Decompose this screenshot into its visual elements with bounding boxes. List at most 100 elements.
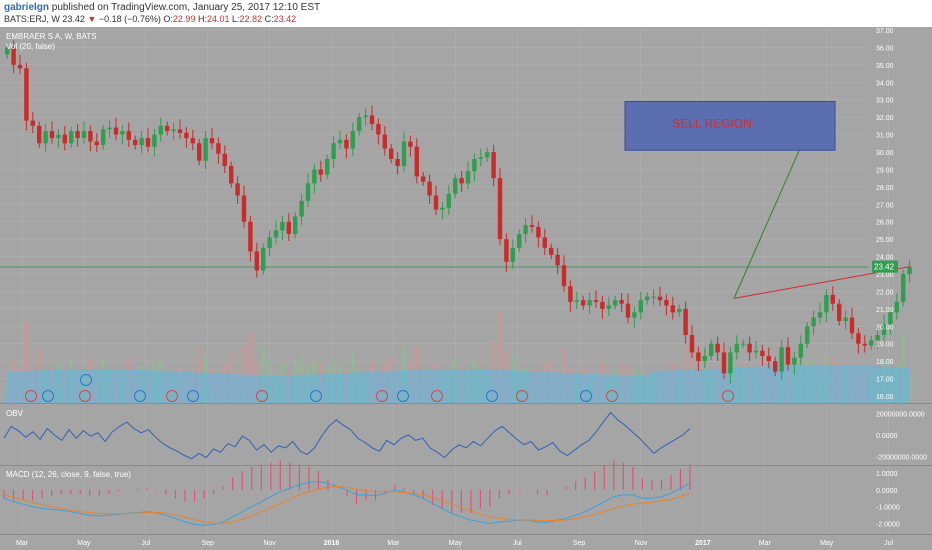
candle-body bbox=[830, 294, 835, 304]
candle bbox=[184, 127, 189, 148]
time-tick-label: Jul bbox=[513, 540, 522, 547]
candle bbox=[350, 122, 355, 156]
event-marker[interactable] bbox=[134, 390, 146, 402]
candle bbox=[907, 259, 912, 283]
event-marker[interactable] bbox=[376, 390, 388, 402]
candle bbox=[389, 144, 394, 164]
candle-body bbox=[37, 125, 42, 144]
event-marker[interactable] bbox=[42, 390, 54, 402]
candle bbox=[69, 126, 74, 148]
candle bbox=[5, 43, 10, 59]
price-tick-label: 31.00 bbox=[876, 133, 894, 140]
time-axis[interactable]: Mar May Jul Sep Nov 2016 Mar May Jul Sep Nov 2017 Ma… bbox=[16, 540, 894, 547]
event-marker[interactable] bbox=[486, 390, 498, 402]
candle bbox=[504, 233, 509, 272]
candle bbox=[472, 153, 477, 182]
candle-body bbox=[158, 125, 163, 135]
candle bbox=[216, 137, 221, 164]
obv-tick-label: -20000000.0000 bbox=[876, 455, 927, 462]
price-tick-label: 29.00 bbox=[876, 167, 894, 174]
candle bbox=[94, 133, 99, 153]
event-markers[interactable] bbox=[25, 374, 734, 402]
event-circle-icon bbox=[42, 390, 54, 402]
candle bbox=[139, 130, 144, 154]
event-marker[interactable] bbox=[187, 390, 199, 402]
candle-body bbox=[222, 153, 227, 166]
candle-body bbox=[529, 225, 535, 227]
candle bbox=[677, 304, 682, 317]
chart-canvas[interactable]: SELL REGION 37.00 36.00 35.00 34.00 33.00 32.… bbox=[0, 27, 932, 550]
event-marker[interactable] bbox=[722, 390, 734, 402]
price-tick-label: 17.00 bbox=[876, 377, 894, 384]
candle bbox=[376, 118, 381, 145]
event-marker[interactable] bbox=[580, 390, 592, 402]
candle bbox=[280, 215, 285, 241]
price-tick-label: 16.00 bbox=[876, 394, 894, 401]
candle-body bbox=[619, 300, 624, 304]
candle bbox=[664, 294, 669, 316]
candle bbox=[363, 108, 368, 126]
candle-body bbox=[459, 178, 464, 184]
price-tick-label: 19.00 bbox=[876, 342, 894, 349]
event-circle-icon bbox=[310, 390, 322, 402]
candle bbox=[657, 286, 663, 306]
candle-body bbox=[184, 132, 189, 139]
obv-tick-label: 0.0000 bbox=[876, 433, 898, 440]
event-circle-icon bbox=[80, 374, 92, 386]
candle-body bbox=[133, 139, 138, 146]
candle bbox=[241, 185, 247, 228]
price-axis[interactable]: 37.00 36.00 35.00 34.00 33.00 32.00 31.00 30.00… bbox=[876, 28, 894, 401]
time-tick-label: Sep bbox=[573, 540, 586, 547]
candle-body bbox=[593, 300, 599, 302]
event-circle-icon bbox=[256, 390, 268, 402]
candle-body bbox=[209, 138, 215, 144]
candle-body bbox=[427, 181, 432, 196]
candle bbox=[613, 295, 618, 310]
candle-body bbox=[651, 296, 656, 298]
price-tick-label: 28.00 bbox=[876, 185, 894, 192]
event-marker[interactable] bbox=[516, 390, 528, 402]
grid bbox=[0, 27, 889, 534]
candle-body bbox=[49, 131, 55, 139]
candle-body bbox=[798, 343, 803, 358]
event-marker[interactable] bbox=[310, 390, 322, 402]
candles bbox=[5, 40, 912, 384]
volume-bar bbox=[248, 333, 253, 403]
candle-body bbox=[523, 225, 528, 234]
candle bbox=[760, 344, 765, 366]
author-link[interactable]: gabrielgn bbox=[4, 2, 50, 13]
candle-body bbox=[670, 305, 675, 313]
event-circle-icon bbox=[516, 390, 528, 402]
event-marker[interactable] bbox=[80, 374, 92, 386]
event-marker[interactable] bbox=[256, 390, 268, 402]
candle bbox=[510, 239, 515, 269]
event-circle-icon bbox=[376, 390, 388, 402]
candle bbox=[325, 154, 330, 180]
candle-body bbox=[894, 301, 899, 313]
time-tick-label: Mar bbox=[759, 540, 772, 547]
candle bbox=[408, 135, 413, 157]
event-marker[interactable] bbox=[397, 390, 409, 402]
event-circle-icon bbox=[166, 390, 178, 402]
event-marker[interactable] bbox=[79, 390, 91, 402]
candle-body bbox=[101, 129, 106, 146]
candle-body bbox=[811, 317, 816, 327]
sell-region-box[interactable] bbox=[624, 100, 836, 151]
candle bbox=[158, 117, 163, 142]
event-circle-icon bbox=[580, 390, 592, 402]
candle bbox=[133, 135, 138, 150]
candle bbox=[862, 335, 867, 353]
candle-body bbox=[709, 343, 714, 356]
candle-body bbox=[241, 195, 247, 222]
event-marker[interactable] bbox=[166, 390, 178, 402]
candle-body bbox=[664, 300, 669, 306]
candle-body bbox=[152, 134, 157, 147]
candle-body bbox=[337, 139, 343, 144]
event-marker[interactable] bbox=[25, 390, 37, 402]
candle-body bbox=[56, 134, 61, 139]
candle-body bbox=[587, 300, 592, 306]
ohlc-line: BATS:ERJ, W 23.42 ▼ −0.18 (−0.76%) O:22.… bbox=[4, 14, 296, 24]
event-marker[interactable] bbox=[606, 390, 618, 402]
low-label: L: bbox=[232, 14, 240, 24]
event-marker[interactable] bbox=[431, 390, 443, 402]
